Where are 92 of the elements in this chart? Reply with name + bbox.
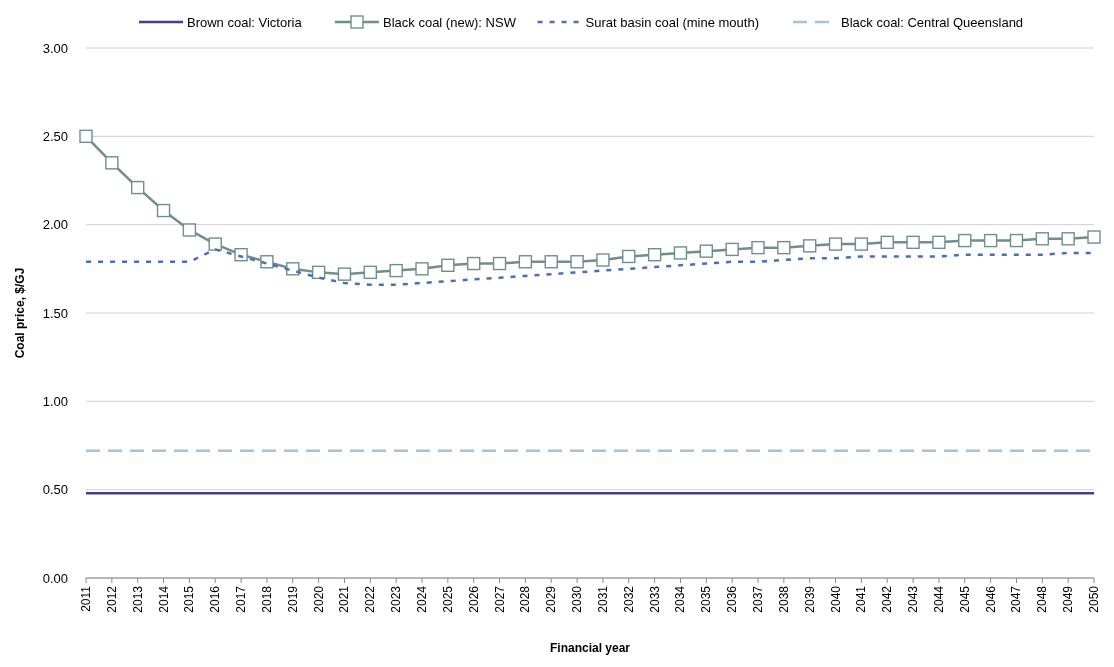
- point: [828, 237, 843, 251]
- x-tick-label: 2050: [1087, 585, 1101, 613]
- x-tick-label: 2023: [389, 585, 404, 613]
- x-tick-label: 2033: [647, 585, 662, 613]
- point: [337, 267, 352, 281]
- point: [906, 235, 920, 250]
- x-tick-label: 2018: [259, 585, 274, 613]
- x-tick-label: 2028: [518, 585, 533, 613]
- x-tick-label: 2021: [337, 585, 352, 613]
- point: [441, 258, 455, 272]
- x-tick-label: 2022: [363, 585, 378, 613]
- point: [1009, 233, 1024, 248]
- point: [958, 233, 972, 248]
- x-tick-label: 2014: [156, 585, 171, 613]
- x-tick-label: 2016: [208, 585, 223, 613]
- x-tick-label: 2047: [1009, 585, 1024, 613]
- y-tick-label: 1.50: [42, 305, 68, 321]
- x-tick-label: 2019: [285, 585, 300, 613]
- x-tick-label: 2031: [595, 585, 610, 613]
- point: [622, 249, 636, 264]
- point: [1087, 230, 1101, 244]
- x-tick-label: 2017: [234, 585, 249, 613]
- x-tick-label: 2032: [621, 585, 636, 613]
- legend-label: Black coal: Central Queensland: [841, 14, 1024, 30]
- point: [725, 242, 739, 257]
- point: [1061, 232, 1075, 246]
- x-tick-label: 2043: [906, 585, 921, 613]
- x-tick-label: 2013: [130, 585, 145, 613]
- x-tick-label: 2046: [983, 585, 998, 613]
- x-tick-label: 2036: [725, 585, 740, 613]
- x-tick-label: 2041: [854, 585, 869, 613]
- point: [1035, 232, 1050, 246]
- y-tick-label: 1.00: [42, 393, 68, 409]
- x-tick-label: 2026: [466, 585, 481, 613]
- legend-label: Brown coal: Victoria: [187, 14, 303, 30]
- point: [208, 237, 222, 251]
- x-tick-label: 2029: [544, 585, 559, 613]
- x-tick-label: 2027: [492, 585, 507, 613]
- point: [854, 237, 869, 251]
- point: [802, 239, 817, 253]
- x-tick-label: 2030: [570, 585, 585, 613]
- point: [777, 240, 791, 255]
- point: [466, 256, 481, 271]
- x-tick-label: 2049: [1061, 585, 1076, 613]
- point: [234, 248, 248, 262]
- x-tick-label: 2038: [776, 585, 791, 613]
- y-tick-label: 3.00: [42, 40, 68, 56]
- x-axis-title: Financial year: [549, 641, 631, 655]
- point: [286, 262, 300, 276]
- point: [389, 263, 403, 278]
- point: [751, 240, 765, 255]
- x-tick-label: 2042: [880, 585, 895, 613]
- point: [880, 235, 894, 250]
- y-tick-label: 2.50: [42, 128, 68, 144]
- x-tick-label: 2025: [440, 585, 455, 613]
- x-tick-label: 2011: [79, 585, 93, 612]
- point: [79, 129, 93, 144]
- x-tick-label: 2039: [802, 585, 817, 613]
- x-tick-label: 2015: [182, 585, 197, 613]
- point: [518, 255, 533, 269]
- x-tick-label: 2020: [311, 585, 326, 613]
- point: [182, 223, 197, 237]
- point: [415, 262, 429, 276]
- point: [932, 235, 946, 250]
- point: [983, 233, 998, 248]
- x-tick-label: 2048: [1035, 585, 1050, 613]
- x-tick-label: 2044: [931, 585, 946, 613]
- x-tick-label: 2045: [957, 585, 972, 613]
- x-tick-label: 2024: [415, 585, 429, 613]
- point: [156, 203, 171, 218]
- y-tick-label: 0.00: [42, 570, 68, 586]
- x-tick-label: 2037: [751, 585, 765, 613]
- y-axis-title: Coal price, $/GJ: [13, 267, 27, 359]
- x-tick-label: 2034: [673, 585, 688, 613]
- point: [596, 253, 610, 267]
- point: [105, 156, 119, 170]
- y-tick-label: 2.00: [42, 217, 68, 233]
- y-tick-label: 0.50: [42, 482, 68, 498]
- point: [363, 265, 378, 280]
- point: [699, 244, 714, 258]
- point: [544, 255, 558, 269]
- point: [260, 255, 274, 269]
- x-tick-label: 2012: [104, 585, 119, 613]
- point: [492, 256, 507, 271]
- x-tick-label: 2035: [699, 585, 714, 613]
- point: [647, 248, 662, 262]
- point: [673, 246, 688, 260]
- x-tick-label: 2040: [828, 585, 843, 613]
- point: [130, 180, 145, 195]
- point: [570, 255, 584, 269]
- legend-label: Surat basin coal (mine mouth): [585, 14, 760, 30]
- legend-label: Black coal (new): NSW: [383, 14, 517, 30]
